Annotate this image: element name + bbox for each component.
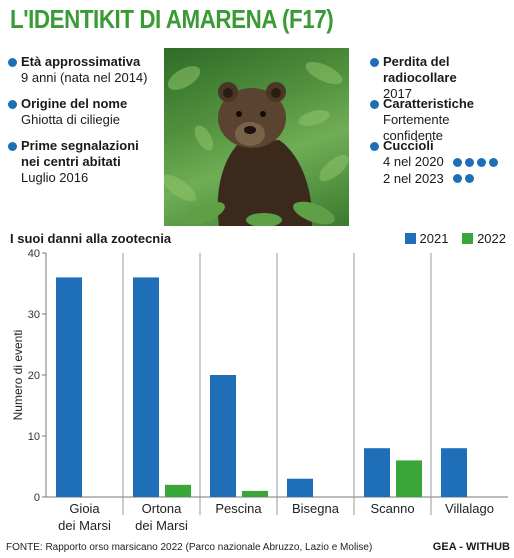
cub-dot [465,174,475,184]
bar-chart: 0 10 20 30 40 Numero di eventi Gioia dei Marsi O… [11,248,508,533]
cub-dot [477,157,487,167]
info-radiocollare: Perdita del radiocollare 2017 [370,54,512,102]
x-tick-label: Scanno [370,501,414,516]
x-tick-label: Bisegna [292,501,340,516]
bar-2021 [441,448,467,497]
y-tick-label: 10 [28,431,40,443]
bar-2021 [210,375,236,497]
cub-dot [453,174,463,184]
info-value: Luglio 2016 [21,170,89,185]
cuccioli-dots [453,155,501,171]
legend-label: 2022 [477,231,506,246]
bar-2021 [287,478,313,497]
chart-legend: 2021 2022 [395,231,506,246]
x-tick-label: Villalago [445,501,494,516]
x-tick-label: dei Marsi [135,518,188,533]
bar-2021 [133,277,159,497]
cuccioli-text: 4 nel 2020 [383,154,444,169]
info-label: Prime segnalazioni nei centri abitati [8,138,156,170]
info-label: Età approssimativa [8,54,160,70]
cuccioli-dots [453,171,477,187]
brand-credit: GEA - WITHUB [432,541,510,553]
legend-swatch-2021 [404,233,416,244]
y-axis-label: Numero di eventi [11,330,25,421]
bear-icon [164,61,349,226]
y-tick-label: 40 [28,248,40,260]
info-cuccioli: Cuccioli 4 nel 2020 2 nel 2023 [370,138,512,187]
page-title: L'IDENTIKIT DI AMARENA (F17) [10,4,334,34]
bear-photo [164,48,349,226]
info-eta: Età approssimativa 9 anni (nata nel 2014… [8,54,160,86]
info-value: Ghiotta di ciliegie [21,112,120,127]
bar-2021 [364,448,390,497]
info-segnalazioni: Prime segnalazioni nei centri abitati Lu… [8,138,160,186]
cuccioli-row: 2 nel 2023 [370,171,512,188]
legend-label: 2021 [419,231,449,246]
info-label: Caratteristiche [370,96,512,112]
info-label: Perdita del radiocollare [370,54,512,86]
bar-2022 [242,490,268,497]
x-tick-label: Ortona [142,501,183,516]
bar-2022 [396,460,422,497]
cub-dot [465,157,475,167]
y-tick-label: 0 [34,492,40,504]
x-tick-label: dei Marsi [58,518,111,533]
info-value: 2017 [383,86,412,101]
chart-title: I suoi danni alla zootecnia [10,231,172,246]
info-value: 9 anni (nata nel 2014) [21,70,148,85]
info-label: Origine del nome [8,96,160,112]
legend-item-2022: 2022 [462,231,506,246]
cub-dot [453,157,463,167]
source-note: FONTE: Rapporto orso marsicano 2022 (Par… [6,542,373,553]
info-label: Cuccioli [370,138,512,154]
legend-item-2021: 2021 [404,231,449,246]
x-tick-label: Pescina [215,501,262,516]
bar-2022 [165,484,191,497]
cuccioli-text: 2 nel 2023 [383,170,444,186]
y-tick-label: 30 [28,309,40,321]
bar-2021 [56,277,82,497]
cub-dot [489,157,499,167]
y-tick-label: 20 [28,370,40,382]
cuccioli-row: 4 nel 2020 [370,154,512,171]
x-tick-label: Gioia [69,501,100,516]
info-caratteristiche: Caratteristiche Fortemente confidente [370,96,512,144]
info-origine: Origine del nome Ghiotta di ciliegie [8,96,160,128]
legend-swatch-2022 [462,233,474,244]
info-value: Fortemente confidente [383,112,450,143]
